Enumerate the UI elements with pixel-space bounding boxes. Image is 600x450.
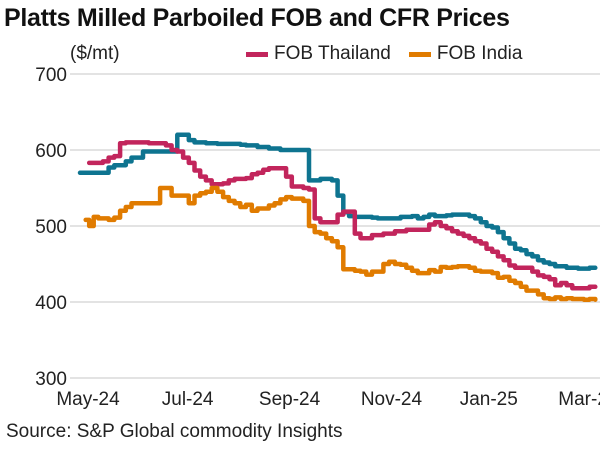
x-tick-label: Nov-24 bbox=[361, 389, 423, 410]
legend-label-fob-india: FOB India bbox=[436, 43, 523, 64]
legend-label-fob-thailand: FOB Thailand bbox=[274, 43, 391, 64]
series-line-cfr bbox=[77, 132, 598, 271]
legend-item-fob-india: FOB India bbox=[408, 43, 523, 65]
x-tick-label: Sep-24 bbox=[259, 389, 321, 410]
y-axis-ticks: 300 400 500 600 700 bbox=[35, 65, 67, 390]
legend-swatch-fob-india bbox=[408, 51, 431, 57]
x-tick-label: Mar-25 bbox=[558, 389, 600, 410]
y-tick-label: 500 bbox=[35, 217, 67, 238]
legend: FOB Thailand FOB India bbox=[246, 43, 522, 65]
y-tick-label: 300 bbox=[35, 369, 67, 390]
gridlines bbox=[70, 73, 600, 379]
x-tick-label: Jan-25 bbox=[460, 389, 518, 410]
chart-title: Platts Milled Parboiled FOB and CFR Pric… bbox=[4, 4, 510, 32]
series-lines bbox=[77, 132, 598, 302]
series-line-fob-india bbox=[83, 185, 598, 302]
x-tick-label: Jul-24 bbox=[162, 389, 214, 410]
source-note: Source: S&P Global commodity Insights bbox=[6, 421, 343, 442]
y-axis-unit-label: ($/mt) bbox=[70, 43, 120, 64]
series-line-fob-thailand bbox=[86, 140, 598, 291]
x-tick-label: May-24 bbox=[56, 389, 120, 410]
x-axis-ticks: May-24 Jul-24 Sep-24 Nov-24 Jan-25 Mar-25 bbox=[56, 389, 600, 410]
legend-swatch-fob-thailand bbox=[246, 51, 268, 57]
legend-item-fob-thailand: FOB Thailand bbox=[246, 43, 391, 65]
y-tick-label: 400 bbox=[35, 293, 67, 314]
y-tick-label: 700 bbox=[35, 65, 67, 86]
y-tick-label: 600 bbox=[35, 141, 67, 162]
